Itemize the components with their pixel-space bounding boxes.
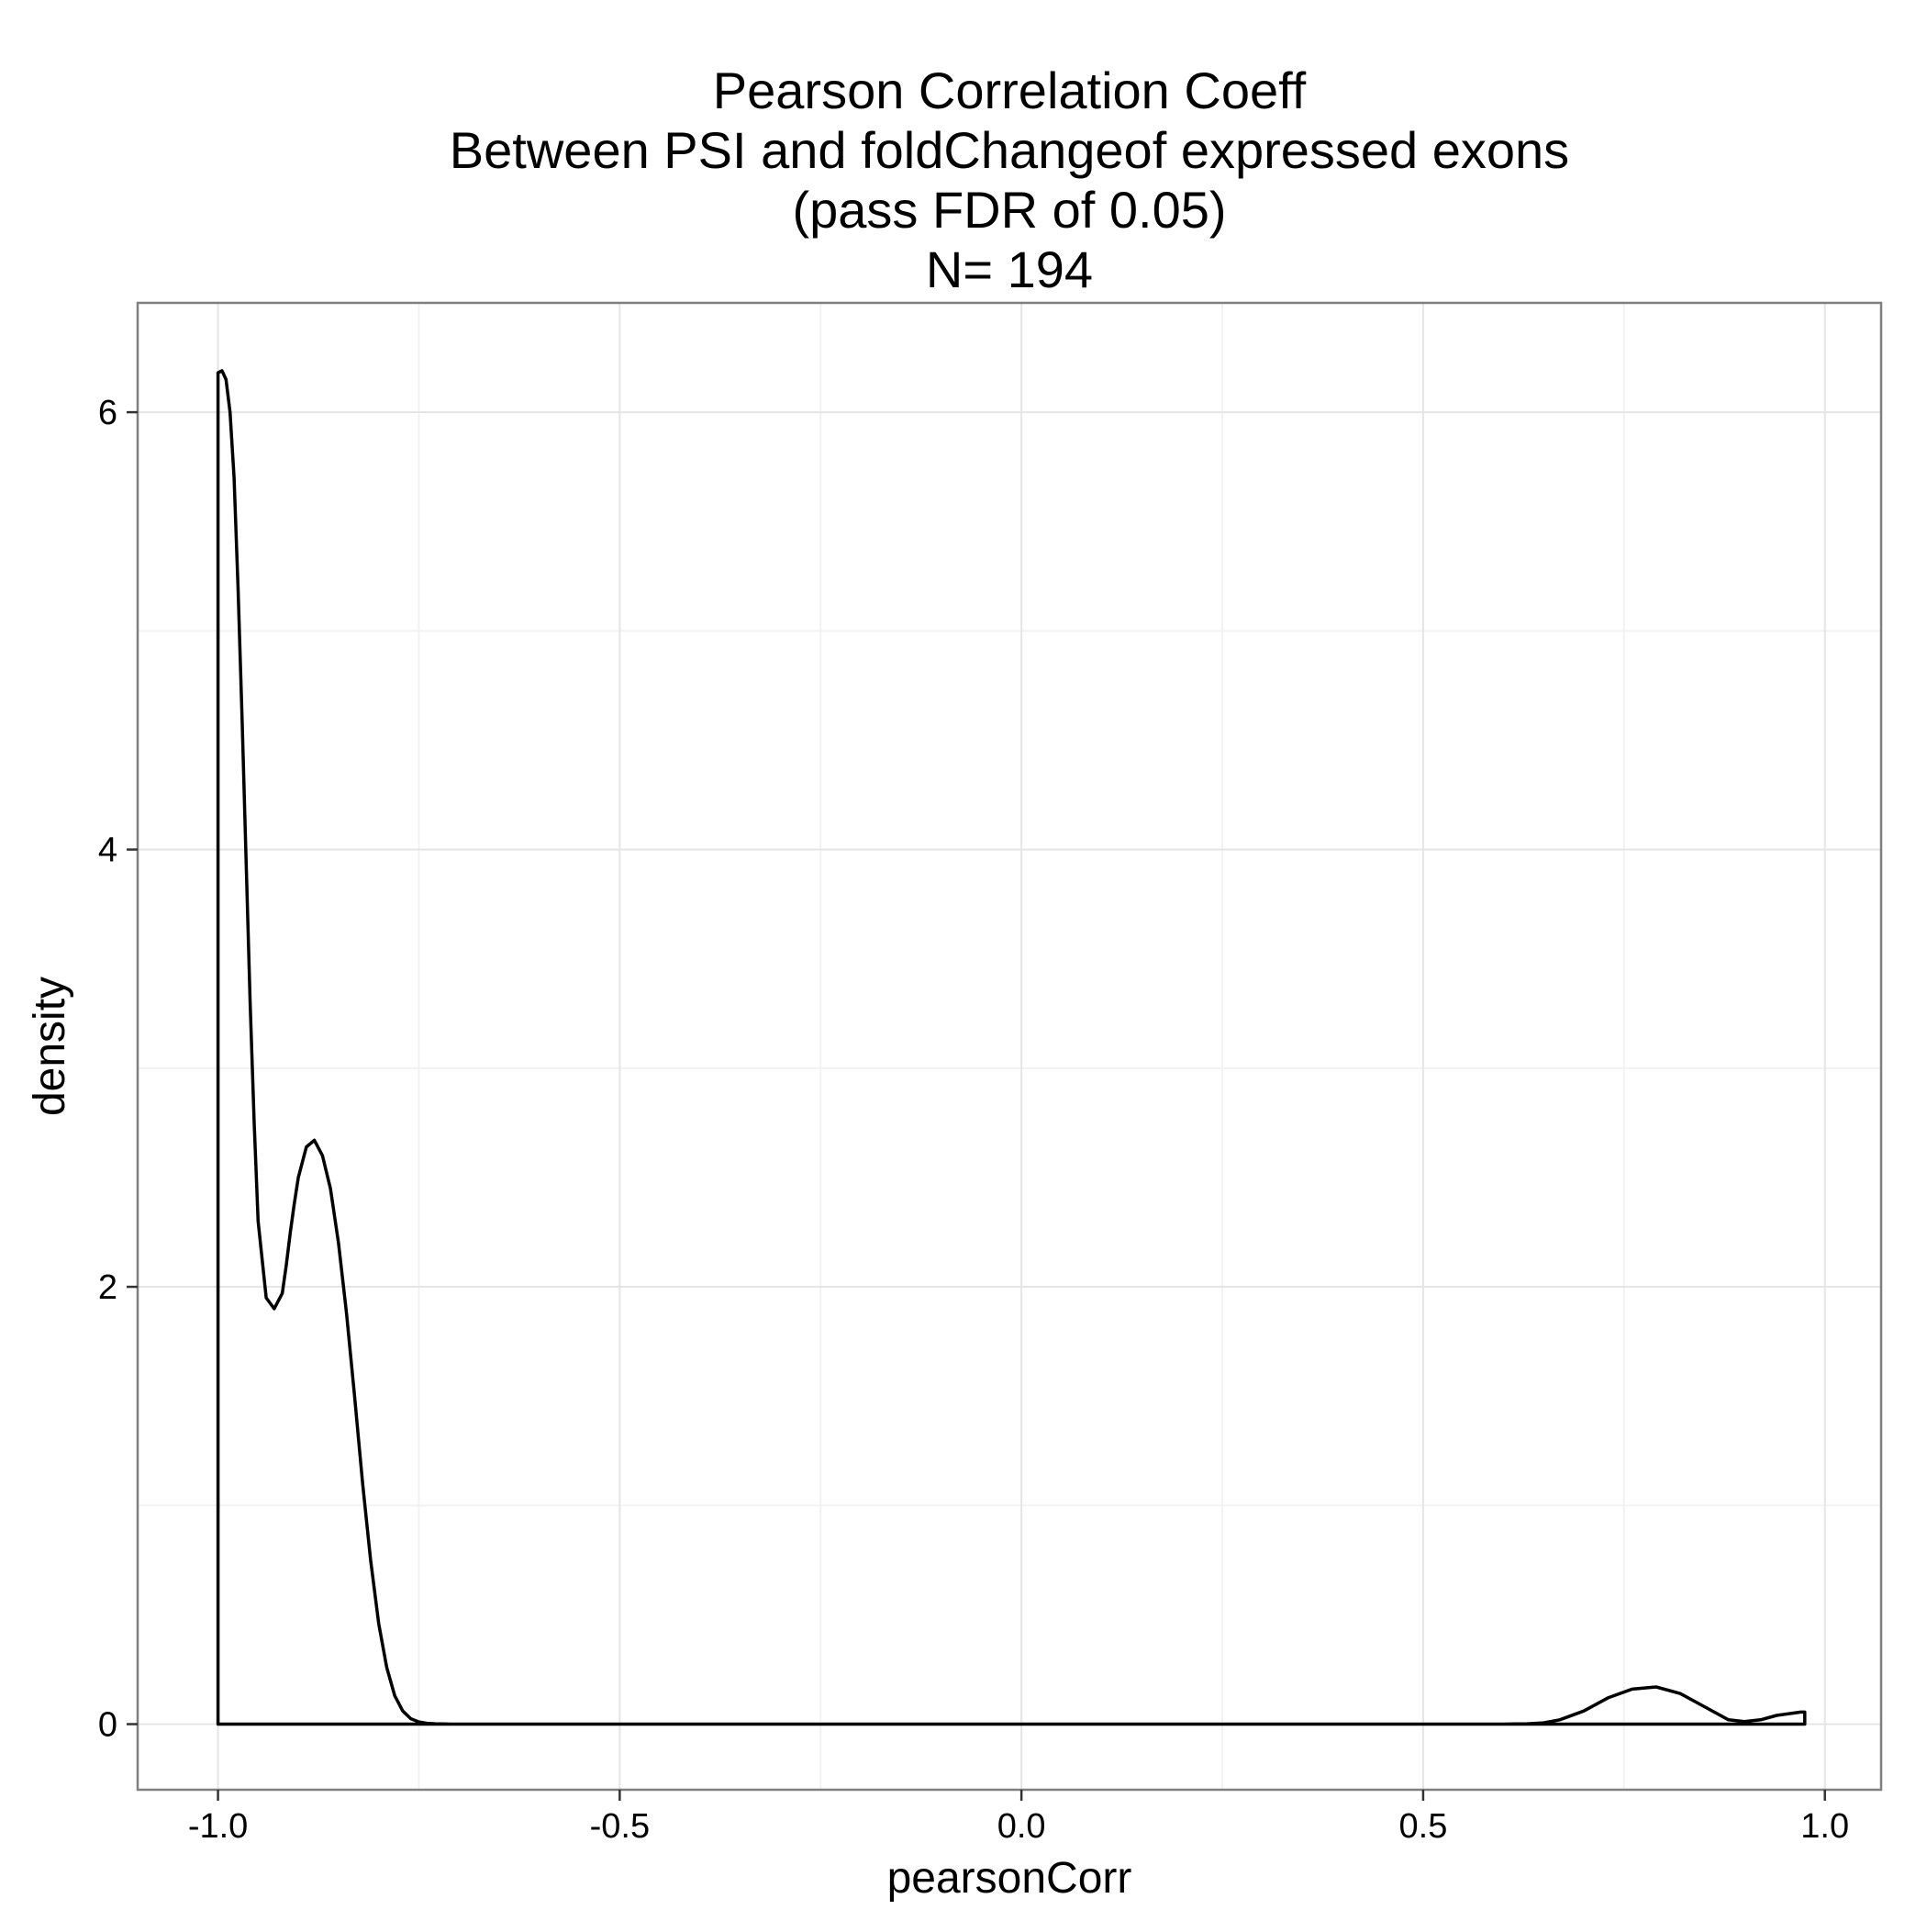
panel-frame [136, 301, 1883, 1792]
y-tick-label: 6 [98, 394, 117, 432]
y-axis: 0 2 4 6 [98, 394, 138, 1745]
y-tick-label: 4 [98, 832, 117, 870]
panel-border [136, 301, 1883, 1792]
x-tick-label: -0.5 [590, 1807, 650, 1846]
x-tick-label: 0.0 [997, 1807, 1046, 1846]
title-line-3: (pass FDR of 0.05) [792, 181, 1226, 239]
title-line-1: Pearson Correlation Coeff [713, 61, 1307, 119]
density-line-1 [216, 369, 1807, 1726]
panel-background [138, 303, 1881, 1790]
y-tick-label: 0 [98, 1706, 117, 1745]
title-line-4: N= 194 [926, 240, 1093, 298]
y-axis-title: density [26, 977, 74, 1116]
x-tick-label: 1.0 [1800, 1807, 1849, 1846]
title-line-2: Between PSI and foldChangeof expressed e… [450, 121, 1569, 179]
density-series [216, 369, 1807, 1726]
x-axis-title: pearsonCorr [887, 1854, 1132, 1903]
plot-panel [138, 303, 1881, 1790]
x-axis: -1.0 -0.5 0.0 0.5 1.0 [188, 1790, 1849, 1846]
x-tick-label: -1.0 [188, 1807, 248, 1846]
y-tick-label: 2 [98, 1268, 117, 1307]
x-tick-label: 0.5 [1399, 1807, 1448, 1846]
